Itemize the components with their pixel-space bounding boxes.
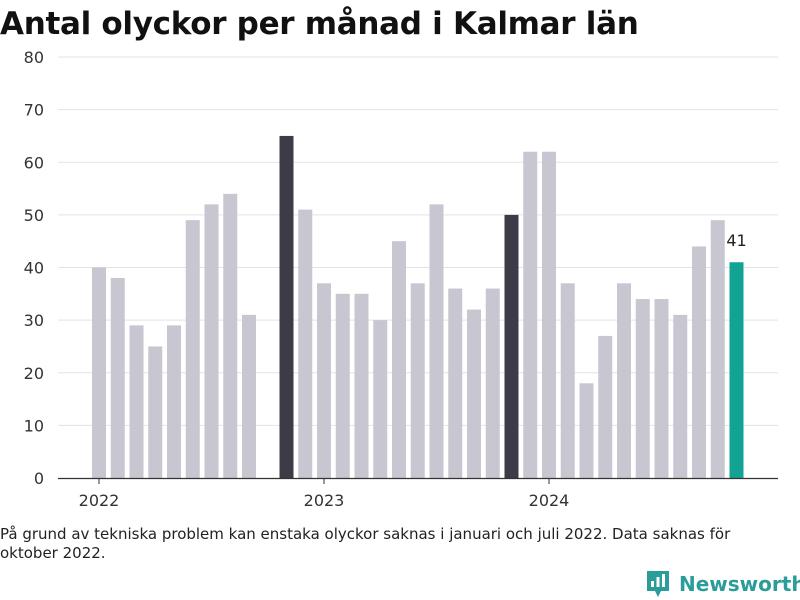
bar-2022-04 [148, 346, 163, 478]
data-label-latest: 41 [726, 231, 746, 250]
x-tick-label: 2022 [79, 491, 120, 510]
bar-2024-05 [617, 283, 631, 478]
y-tick-label: 60 [24, 153, 44, 172]
bar-2023-03 [354, 293, 369, 478]
bar-2023-12 [523, 151, 538, 478]
bar-2024-07 [654, 299, 669, 478]
bar-2022-02 [110, 278, 125, 478]
bar-2023-02 [335, 293, 350, 478]
bar-2022-07 [204, 204, 219, 478]
x-tick-label: 2024 [529, 491, 570, 510]
bar-2022-03 [129, 325, 144, 478]
x-axis: 2022 2023 2024 [58, 477, 778, 510]
bar-2022-08 [223, 193, 238, 478]
bar-2023-04 [373, 320, 388, 478]
y-tick-label: 50 [24, 206, 44, 225]
data-labels: 41 [726, 231, 746, 250]
chart-title: Antal olyckor per månad i Kalmar län [0, 6, 639, 42]
bar-2024-06 [635, 299, 650, 478]
bar-2022-09 [242, 314, 256, 478]
newsworthy-logo[interactable]: Newsworthy [645, 568, 800, 600]
y-tick-label: 80 [24, 48, 44, 67]
y-tick-label: 40 [24, 259, 44, 278]
bar-2023-07 [429, 204, 444, 478]
bar-2024-11 [729, 262, 744, 478]
y-tick-label: 20 [24, 364, 44, 383]
bar-2024-03 [579, 383, 594, 478]
bar-2023-06 [410, 283, 425, 478]
bar-2022-06 [185, 220, 200, 478]
newsworthy-chart-icon [647, 571, 669, 597]
bar-2022-05 [167, 325, 181, 478]
bar-2023-08 [448, 288, 463, 478]
bar-2023-01 [317, 283, 331, 478]
bar-2024-08 [673, 314, 688, 478]
bar-2022-01 [92, 267, 106, 478]
bar-2024-01 [542, 151, 556, 478]
x-tick-label: 2023 [304, 491, 345, 510]
bar-chart: 0 10 20 30 40 50 60 70 80 2022 2023 2024 41 [24, 48, 778, 510]
footnote: På grund av tekniska problem kan enstaka… [0, 525, 731, 562]
y-tick-label: 70 [24, 101, 44, 120]
bars [92, 135, 744, 479]
y-tick-label: 0 [34, 469, 44, 488]
brand-name: Newsworthy [679, 572, 800, 596]
bar-2022-11 [279, 135, 294, 478]
bar-2024-04 [598, 335, 613, 478]
y-axis-ticks: 0 10 20 30 40 50 60 70 80 [24, 48, 44, 488]
bar-2024-02 [560, 283, 575, 478]
bar-2023-10 [485, 288, 500, 478]
bar-2024-09 [692, 246, 706, 478]
y-tick-label: 30 [24, 311, 44, 330]
bar-2023-09 [467, 309, 481, 478]
bar-2022-12 [298, 209, 313, 479]
bar-2023-05 [392, 241, 406, 478]
y-tick-label: 10 [24, 416, 44, 435]
bar-2024-10 [710, 220, 725, 478]
bar-2023-11 [504, 214, 519, 478]
